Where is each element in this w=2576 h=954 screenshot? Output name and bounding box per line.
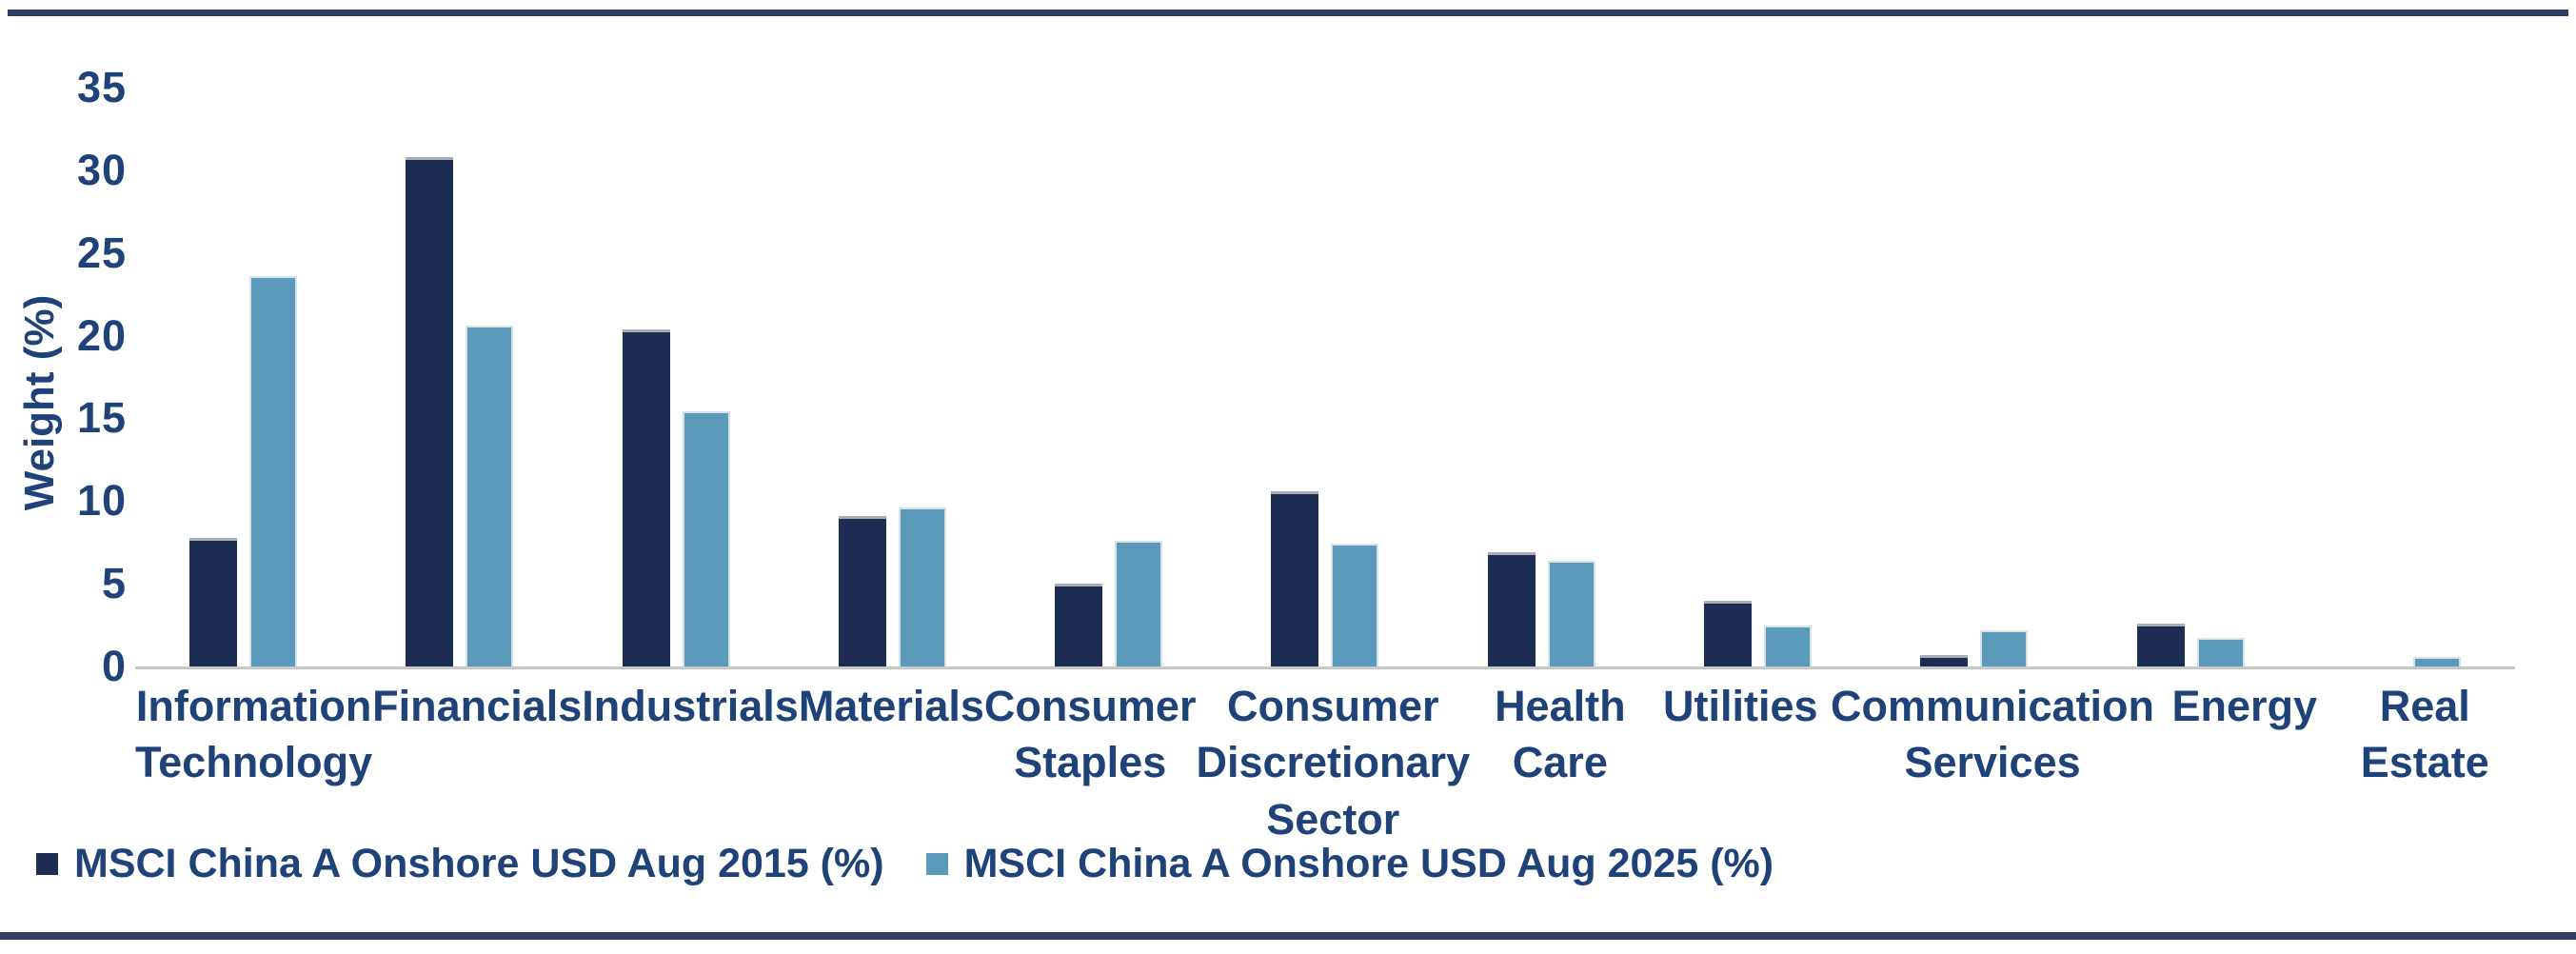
category-group xyxy=(1650,88,1866,666)
bar-aug-2025 xyxy=(2412,656,2461,666)
category-group xyxy=(568,88,784,666)
legend-swatch-2015-icon xyxy=(36,852,58,875)
bar-groups xyxy=(135,88,2515,666)
bar-aug-2015 xyxy=(838,515,886,666)
bar-aug-2015 xyxy=(1703,600,1752,666)
y-tick-label: 25 xyxy=(76,228,127,277)
y-tick-label: 10 xyxy=(76,476,127,526)
bar-aug-2025 xyxy=(2196,638,2245,666)
legend-swatch-2025-icon xyxy=(925,852,948,875)
x-category-label: Information Technology xyxy=(135,682,373,787)
category-group xyxy=(2082,88,2298,666)
y-tick-label: 0 xyxy=(101,642,127,690)
bar-aug-2025 xyxy=(249,276,298,666)
bar-aug-2025 xyxy=(1980,629,2029,666)
x-category-label: Industrials xyxy=(582,682,799,730)
bar-aug-2015 xyxy=(1487,552,1536,666)
bottom-divider-rule xyxy=(0,932,2576,940)
y-tick-label: 5 xyxy=(101,559,127,608)
x-axis-labels: Information Technology Financials Industri… xyxy=(135,678,2515,847)
legend-label-2015: MSCI China A Onshore USD Aug 2015 (%) xyxy=(74,840,884,886)
category-group xyxy=(1001,88,1217,666)
bar-aug-2025 xyxy=(1331,544,1379,666)
x-category-label: Consumer Discretionary Sector xyxy=(1196,682,1471,844)
legend-item-2015: MSCI China A Onshore USD Aug 2015 (%) xyxy=(36,841,884,887)
x-category-label: Real Estate xyxy=(2360,682,2489,787)
category-group xyxy=(784,88,1001,666)
category-group xyxy=(135,88,351,666)
bar-aug-2015 xyxy=(406,156,454,666)
category-group xyxy=(1434,88,1650,666)
x-category-label: Utilities xyxy=(1663,682,1818,730)
bar-aug-2025 xyxy=(1115,540,1163,666)
category-group xyxy=(1866,88,2082,666)
legend-item-2025: MSCI China A Onshore USD Aug 2025 (%) xyxy=(925,840,1774,887)
category-group xyxy=(2299,88,2515,666)
bar-aug-2025 xyxy=(1763,625,1812,666)
bar-aug-2025 xyxy=(1547,560,1595,666)
x-category-label: Energy xyxy=(2171,682,2318,730)
legend-label-2025: MSCI China A Onshore USD Aug 2025 (%) xyxy=(963,840,1774,886)
bar-aug-2015 xyxy=(189,537,238,666)
legend: MSCI China A Onshore USD Aug 2015 (%) MS… xyxy=(36,840,1774,887)
bar-aug-2025 xyxy=(466,326,514,666)
bar-aug-2015 xyxy=(622,328,670,666)
bar-aug-2025 xyxy=(898,507,946,666)
y-tick-label: 30 xyxy=(76,145,127,194)
y-tick-label: 15 xyxy=(76,393,127,443)
bar-aug-2015 xyxy=(1920,654,1969,666)
x-category-label: Financials xyxy=(372,682,583,730)
plot-area xyxy=(135,88,2515,669)
top-divider-rule xyxy=(8,10,2568,16)
category-group xyxy=(351,88,567,666)
bar-aug-2015 xyxy=(1055,584,1103,666)
x-category-label: Health Care xyxy=(1495,682,1626,787)
bar-aug-2025 xyxy=(682,411,730,666)
x-category-label: Communication Services xyxy=(1831,682,2155,787)
y-tick-label: 20 xyxy=(76,310,127,360)
bar-aug-2015 xyxy=(2136,623,2185,666)
y-axis: 35 30 25 20 15 10 5 0 xyxy=(22,63,127,690)
x-category-label: Materials xyxy=(798,682,984,730)
x-axis-line xyxy=(135,666,2515,669)
x-category-label: Consumer Staples xyxy=(983,682,1197,787)
category-group xyxy=(1217,88,1433,666)
bar-aug-2015 xyxy=(1271,490,1319,666)
y-tick-label: 35 xyxy=(76,63,127,111)
